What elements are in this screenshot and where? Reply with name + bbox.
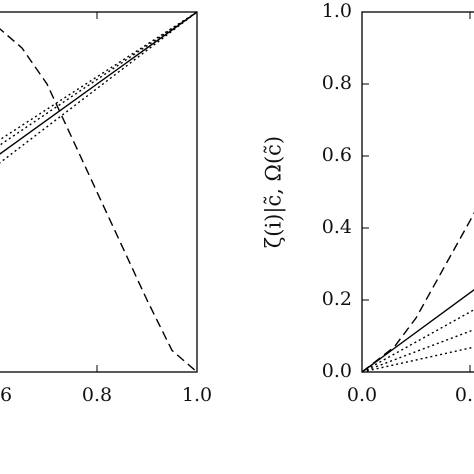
y-tick-label: 0.8	[322, 72, 352, 94]
series-line	[0, 11, 198, 164]
series-line	[0, 11, 198, 155]
y-tick-label: 1.0	[322, 0, 352, 22]
x-tick-label: 0.0	[347, 384, 377, 406]
plot-frame	[361, 11, 474, 373]
x-tick-label: 0.6	[0, 384, 12, 406]
series-line	[0, 28, 198, 373]
series-line	[361, 211, 474, 373]
plot-frame	[0, 11, 198, 373]
x-tick-label: 0.2	[455, 384, 474, 406]
series-line	[361, 308, 474, 373]
y-tick-label: 0.4	[322, 216, 352, 238]
y-tick-label: 0.6	[322, 144, 352, 166]
series-line	[361, 288, 474, 373]
series-line	[361, 328, 474, 373]
series-line	[361, 346, 474, 373]
x-tick-label: 1.0	[182, 384, 212, 406]
series-line	[0, 11, 198, 146]
x-tick-label: 0.8	[82, 384, 112, 406]
y-axis-label: ζ(i)|c̃, Ω(c̃)	[262, 136, 287, 248]
y-tick-label: 0.2	[322, 288, 352, 310]
series-line	[0, 11, 198, 141]
y-tick-label: 0.0	[322, 360, 352, 382]
